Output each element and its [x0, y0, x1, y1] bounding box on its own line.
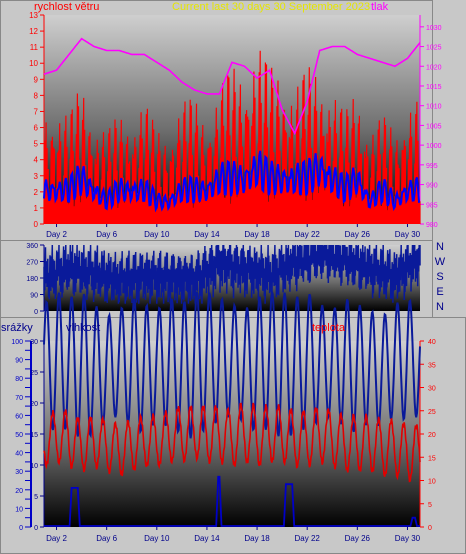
wind-y-tick-label: 3: [34, 172, 39, 181]
precip-y-tick-label: 0: [19, 525, 23, 532]
wind-x-tick-label: Day 10: [144, 230, 170, 239]
direction-y-tick-label: 180: [26, 276, 38, 283]
compass-label: N: [436, 241, 444, 253]
wind-x-tick-label: Day 30: [395, 230, 421, 239]
weather-chart: 0 10 20 30 40 50 60 70 80 90 100 0 5 10 15 20 25 30 0 5 10 15…: [11, 291, 436, 543]
precip-y-tick-label: 70: [15, 395, 23, 402]
weather-x-tick-label: Day 6: [96, 534, 117, 543]
pressure-y-tick-label: 990: [426, 183, 438, 190]
direction-y-tick-label: 90: [30, 293, 38, 300]
precip-y-tick-label: 40: [15, 451, 23, 458]
temperature-y-tick-label: 25: [428, 409, 436, 416]
wind-y-tick-label: 8: [34, 91, 39, 100]
weather-x-tick-label: Day 10: [144, 534, 170, 543]
weather-x-tick-label: Day 26: [345, 534, 371, 543]
temperature-y-tick-label: 15: [428, 455, 436, 462]
wind-y-tick-label: 13: [29, 11, 38, 20]
wind-y-tick-label: 7: [34, 107, 39, 116]
precip-y-tick-label: 30: [15, 469, 23, 476]
pressure-y-tick-label: 985: [426, 202, 438, 209]
wind-y-tick-label: 11: [30, 43, 39, 52]
precip-y-tick-label: 60: [15, 413, 23, 420]
humidity-series: [43, 291, 421, 439]
wind-x-tick-label: Day 2: [46, 230, 67, 239]
humidity-y-tick-label: 10: [30, 463, 38, 470]
precip-y-tick-label: 50: [15, 432, 23, 439]
wind-title: Current last 30 days 30 September 2023: [172, 1, 370, 13]
direction-series: [43, 244, 421, 304]
humidity-y-tick-label: 30: [30, 339, 38, 346]
temperature-y-tick-label: 0: [428, 525, 432, 532]
compass-label: N: [436, 301, 444, 313]
direction-y-tick-label: 360: [26, 243, 38, 250]
wind-y-tick-label: 0: [34, 220, 39, 229]
temperature-y-tick-label: 20: [428, 432, 436, 439]
wind-y-tick-label: 10: [29, 59, 38, 68]
wind-y-tick-label: 6: [34, 124, 39, 133]
humidity-label: vlhkost: [66, 322, 100, 334]
pressure-y-tick-label: 995: [426, 163, 438, 170]
precip-label: srážky: [1, 322, 33, 334]
wind-x-tick-label: Day 18: [244, 230, 270, 239]
compass-label: W: [435, 256, 446, 268]
pressure-series: [43, 37, 421, 136]
compass-label: E: [436, 286, 443, 298]
pressure-y-tick-label: 1000: [426, 143, 442, 150]
temperature-label: teplota: [312, 322, 346, 334]
pressure-y-tick-label: 1025: [426, 45, 442, 52]
precip-series: [44, 475, 420, 527]
wind-y-tick-label: 4: [34, 156, 39, 165]
wind-y-tick-label: 5: [34, 140, 39, 149]
precip-y-tick-label: 20: [15, 488, 23, 495]
temperature-y-tick-label: 5: [428, 502, 432, 509]
wind-y-tick-label: 2: [34, 188, 39, 197]
wind-chart: 0123456789101112139809859909951000100510…: [29, 11, 442, 239]
wind-y-tick-label: 9: [34, 75, 39, 84]
humidity-y-tick-label: 5: [34, 494, 38, 501]
humidity-y-tick-label: 15: [30, 432, 38, 439]
wind-x-tick-label: Day 26: [345, 230, 371, 239]
humidity-y-tick-label: 25: [30, 370, 38, 377]
weather-x-tick-label: Day 2: [46, 534, 67, 543]
precip-y-tick-label: 10: [15, 506, 23, 513]
pressure-y-tick-label: 1020: [426, 64, 442, 71]
pressure-y-tick-label: 1010: [426, 104, 442, 111]
weather-x-tick-label: Day 22: [295, 534, 321, 543]
wind-x-tick-label: Day 14: [194, 230, 220, 239]
temperature-y-tick-label: 35: [428, 362, 436, 369]
wind-avg-series: [43, 150, 421, 213]
wind-y-tick-label: 1: [34, 204, 39, 213]
temperature-y-tick-label: 30: [428, 386, 436, 393]
weather-x-tick-label: Day 18: [244, 534, 270, 543]
direction-y-tick-label: 270: [26, 260, 38, 267]
pressure-y-tick-label: 1030: [426, 25, 442, 32]
temperature-series: [43, 402, 421, 483]
temperature-y-tick-label: 10: [428, 479, 436, 486]
pressure-y-tick-label: 1005: [426, 123, 442, 130]
compass-label: S: [436, 271, 443, 283]
weather-x-tick-label: Day 14: [194, 534, 220, 543]
temperature-y-tick-label: 40: [428, 339, 436, 346]
precip-y-tick-label: 100: [11, 339, 23, 346]
precip-y-tick-label: 80: [15, 376, 23, 383]
weather-x-tick-label: Day 30: [395, 534, 421, 543]
wind-y-tick-label: 12: [29, 27, 38, 36]
wind-x-tick-label: Day 6: [96, 230, 117, 239]
humidity-y-tick-label: 0: [34, 525, 38, 532]
wind-x-tick-label: Day 22: [295, 230, 321, 239]
humidity-y-tick-label: 20: [30, 401, 38, 408]
precip-y-tick-label: 90: [15, 358, 23, 365]
direction-y-tick-label: 0: [34, 309, 38, 316]
wind-right-label: tlak: [371, 1, 389, 13]
pressure-y-tick-label: 980: [426, 222, 438, 229]
pressure-y-tick-label: 1015: [426, 84, 442, 91]
wind-left-label: rychlost větru: [34, 1, 99, 13]
